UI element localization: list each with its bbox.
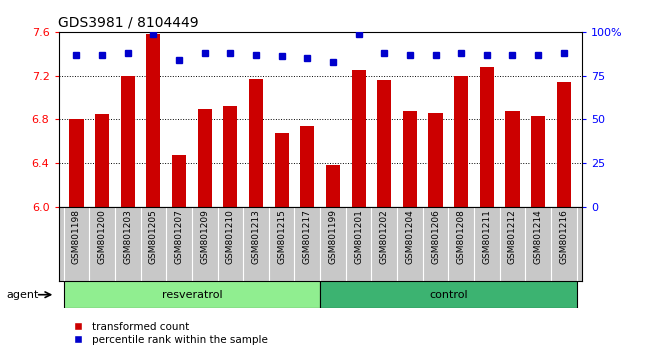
Text: GSM801203: GSM801203: [124, 209, 132, 264]
Bar: [377, 80, 391, 207]
Bar: [70, 120, 83, 207]
Text: GSM801204: GSM801204: [406, 209, 415, 264]
Text: GSM801217: GSM801217: [303, 209, 312, 264]
Text: GSM801199: GSM801199: [328, 209, 337, 264]
Legend: transformed count, percentile rank within the sample: transformed count, percentile rank withi…: [64, 317, 272, 349]
Bar: [274, 133, 289, 207]
Bar: [320, 281, 577, 308]
Text: GSM801200: GSM801200: [98, 209, 107, 264]
Text: GSM801212: GSM801212: [508, 209, 517, 264]
Bar: [224, 106, 237, 207]
Bar: [95, 114, 109, 207]
Bar: [146, 34, 161, 207]
Text: GSM801206: GSM801206: [431, 209, 440, 264]
Text: GDS3981 / 8104449: GDS3981 / 8104449: [58, 15, 199, 29]
Bar: [121, 76, 135, 207]
Text: agent: agent: [6, 290, 39, 300]
Text: GSM801198: GSM801198: [72, 209, 81, 264]
Text: GSM801201: GSM801201: [354, 209, 363, 264]
Bar: [198, 109, 212, 207]
Text: GSM801214: GSM801214: [534, 209, 543, 264]
Bar: [428, 113, 443, 207]
Text: GSM801205: GSM801205: [149, 209, 158, 264]
Bar: [249, 79, 263, 207]
Text: GSM801211: GSM801211: [482, 209, 491, 264]
Bar: [531, 116, 545, 207]
Text: GSM801208: GSM801208: [457, 209, 465, 264]
Text: GSM801216: GSM801216: [559, 209, 568, 264]
Bar: [557, 82, 571, 207]
Text: GSM801215: GSM801215: [277, 209, 286, 264]
Text: GSM801202: GSM801202: [380, 209, 389, 264]
Text: GSM801209: GSM801209: [200, 209, 209, 264]
Bar: [403, 111, 417, 207]
Text: GSM801207: GSM801207: [175, 209, 183, 264]
Bar: [326, 165, 340, 207]
Bar: [172, 154, 186, 207]
Bar: [352, 70, 366, 207]
Bar: [454, 76, 468, 207]
Text: resveratrol: resveratrol: [162, 290, 222, 300]
Text: control: control: [429, 290, 468, 300]
Bar: [480, 67, 494, 207]
Text: GSM801210: GSM801210: [226, 209, 235, 264]
Bar: [64, 281, 320, 308]
Text: GSM801213: GSM801213: [252, 209, 261, 264]
Bar: [300, 126, 315, 207]
Bar: [506, 111, 519, 207]
